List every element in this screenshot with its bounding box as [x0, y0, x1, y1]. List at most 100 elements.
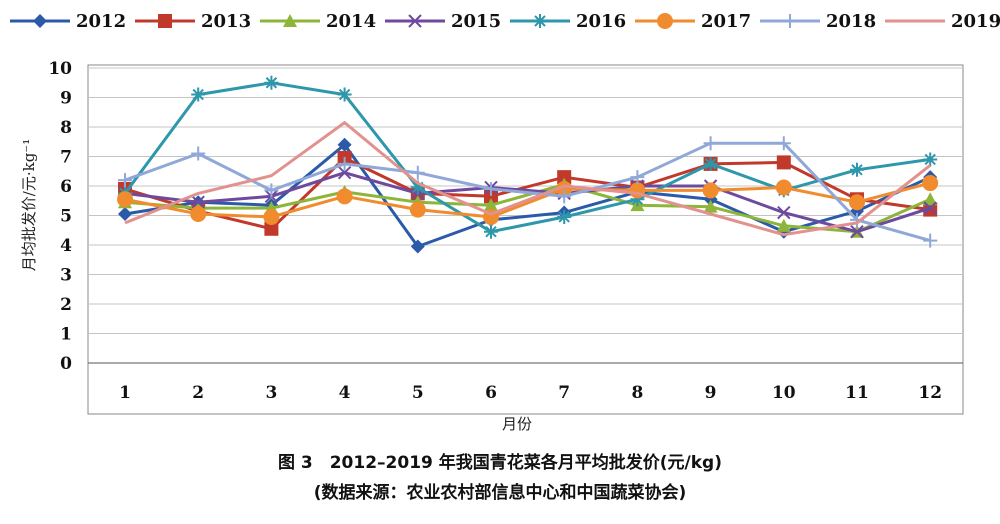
data-point-x — [923, 201, 937, 215]
data-point-asterisk — [850, 162, 864, 177]
data-point-circle — [922, 175, 939, 192]
legend-item-2014: 2014 — [260, 11, 376, 32]
legend-label: 2017 — [701, 11, 751, 32]
series-2018 — [118, 136, 938, 248]
series-2019 — [124, 121, 932, 237]
data-source-note: (数据来源：农业农村部信息中心和中国蔬菜协会) — [313, 483, 687, 503]
data-point-asterisk — [630, 192, 645, 207]
series-line-2017 — [124, 181, 931, 219]
legend: 2012 2013 2014 2015 2016 2017 2018 2019 — [10, 11, 1000, 32]
data-point-plus — [484, 181, 498, 196]
series-line-2015 — [124, 171, 931, 234]
legend-item-2012: 2012 — [10, 11, 126, 32]
x-tick-label: 2 — [192, 383, 204, 403]
x-tick-label: 6 — [485, 383, 497, 403]
legend-label: 2019 — [951, 11, 1000, 32]
y-axis-title: 月均批发价/元·kg⁻¹ — [20, 139, 38, 271]
data-point-plus — [557, 189, 572, 204]
data-point-square — [158, 14, 172, 28]
series-line-2018 — [124, 141, 931, 243]
data-point-triangle — [923, 192, 938, 206]
data-point-plus — [703, 136, 718, 151]
x-tick-label: 4 — [339, 383, 351, 403]
y-tick-label: 5 — [60, 207, 72, 227]
series-2017 — [117, 175, 939, 225]
data-point-asterisk — [703, 156, 718, 171]
data-point-circle — [190, 206, 207, 223]
data-point-asterisk — [484, 224, 498, 239]
data-point-square — [557, 170, 572, 185]
data-point-square — [264, 221, 279, 236]
data-point-x — [850, 225, 864, 239]
data-point-diamond — [410, 239, 425, 254]
data-point-triangle — [703, 199, 718, 213]
x-tick-label: 3 — [265, 383, 277, 403]
data-point-circle — [117, 191, 133, 208]
data-point-circle — [775, 179, 792, 196]
data-point-x — [777, 205, 791, 220]
data-point-circle — [702, 182, 719, 199]
legend-item-2016: 2016 — [510, 11, 626, 32]
figure-caption: 图 3 2012–2019 年我国青花菜各月平均批发价(元/kg) — [277, 453, 723, 473]
y-tick-label: 1 — [60, 325, 72, 345]
data-point-circle — [409, 201, 426, 218]
y-tick-label: 0 — [60, 354, 72, 374]
data-point-x — [408, 14, 422, 28]
x-tick-label: 9 — [705, 383, 717, 403]
data-point-x — [337, 166, 352, 180]
data-point-asterisk — [533, 14, 547, 28]
legend-label: 2018 — [826, 11, 876, 32]
legend-item-2017: 2017 — [635, 11, 751, 32]
data-point-circle — [849, 194, 865, 211]
data-point-triangle — [484, 198, 498, 212]
x-tick-label: 12 — [918, 383, 942, 403]
x-tick-label: 8 — [631, 383, 643, 403]
data-point-plus — [264, 183, 279, 198]
series-line-2014 — [124, 183, 931, 234]
data-point-diamond — [118, 207, 132, 222]
y-tick-label: 8 — [60, 118, 72, 138]
series-line-2019 — [124, 121, 932, 237]
y-tick-label: 2 — [60, 295, 72, 315]
series-line-2016 — [123, 81, 931, 234]
data-point-plus — [118, 173, 132, 188]
data-point-plus — [776, 136, 791, 151]
legend-label: 2013 — [201, 11, 251, 32]
y-tick-label: 4 — [60, 236, 72, 256]
data-point-asterisk — [557, 209, 572, 224]
data-point-plus — [410, 165, 425, 180]
y-tick-label: 9 — [60, 89, 72, 109]
data-point-circle — [657, 13, 673, 29]
legend-item-2015: 2015 — [385, 11, 501, 32]
data-point-diamond — [337, 137, 352, 152]
series-line-2013 — [124, 156, 931, 231]
x-axis-title: 月份 — [502, 415, 532, 433]
legend-item-2018: 2018 — [760, 11, 876, 32]
y-tick-label: 7 — [60, 148, 72, 168]
legend-label: 2014 — [326, 11, 376, 32]
data-point-square — [484, 189, 498, 204]
data-point-plus — [923, 233, 938, 248]
data-point-asterisk — [191, 87, 206, 102]
data-point-circle — [336, 188, 353, 205]
x-tick-label: 10 — [772, 383, 796, 403]
legend-label: 2012 — [76, 11, 126, 32]
x-tick-label: 7 — [558, 383, 570, 403]
data-point-asterisk — [264, 75, 279, 90]
data-point-x — [191, 195, 205, 209]
series-group — [117, 75, 939, 254]
x-tick-label: 11 — [845, 383, 869, 403]
data-point-triangle — [283, 14, 297, 27]
data-point-plus — [630, 170, 645, 185]
data-point-asterisk — [337, 87, 352, 102]
x-tick-label: 1 — [119, 383, 131, 403]
data-point-plus — [783, 14, 797, 28]
data-point-plus — [191, 146, 206, 161]
data-point-plus — [337, 156, 352, 171]
data-point-triangle — [776, 218, 791, 232]
x-tick-label: 5 — [412, 383, 424, 403]
y-tick-label: 6 — [60, 177, 72, 197]
